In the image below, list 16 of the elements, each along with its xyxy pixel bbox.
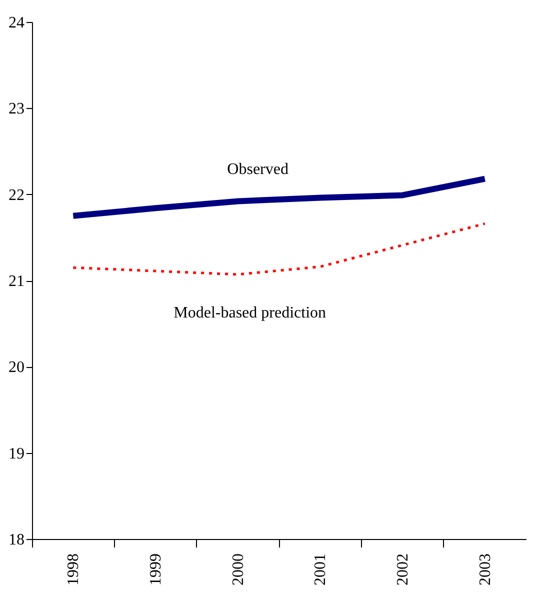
x-tick-label: 2000 — [230, 554, 247, 586]
x-tick-label: 1998 — [65, 554, 82, 586]
y-tick-label: 19 — [8, 445, 24, 462]
x-tick-label: 2003 — [476, 554, 494, 586]
x-tick-label: 1999 — [148, 554, 164, 586]
y-tick-label: 23 — [8, 100, 24, 118]
y-tick-label: 22 — [8, 186, 24, 204]
x-tick-label: 2002 — [394, 554, 412, 586]
y-tick-label: 18 — [8, 532, 24, 548]
y-tick-label: 24 — [8, 14, 24, 32]
y-tick-label: 21 — [8, 273, 24, 290]
y-tick-label: 20 — [8, 359, 24, 376]
line-series — [72, 222, 486, 276]
series-label: Observed — [227, 161, 288, 178]
text: Model-based prediction — [174, 304, 326, 322]
x-tick-label: 2001 — [312, 554, 330, 586]
